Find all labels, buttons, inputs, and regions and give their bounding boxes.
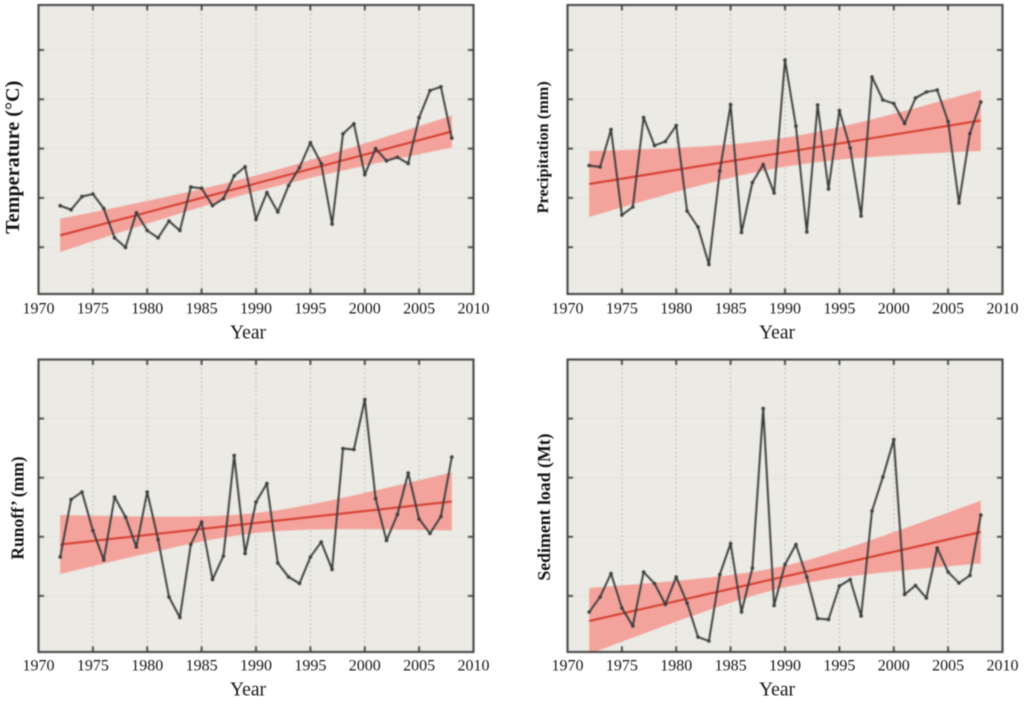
svg-text:2000: 2000: [349, 658, 381, 675]
svg-text:1995: 1995: [294, 658, 326, 675]
svg-text:1985: 1985: [715, 301, 747, 318]
svg-text:Sediment load (Mt): Sediment load (Mt): [534, 433, 555, 580]
svg-text:Temperature (°C): Temperature (°C): [2, 81, 24, 234]
svg-text:2010: 2010: [987, 301, 1019, 318]
svg-text:1990: 1990: [240, 658, 272, 675]
svg-text:1995: 1995: [823, 301, 855, 318]
svg-text:Runoff’ (mm): Runoff’ (mm): [8, 456, 28, 559]
svg-text:2005: 2005: [403, 658, 435, 675]
svg-text:1980: 1980: [660, 301, 692, 318]
svg-text:1980: 1980: [660, 658, 692, 675]
svg-text:2005: 2005: [932, 301, 964, 318]
svg-text:2000: 2000: [878, 658, 910, 675]
svg-text:1980: 1980: [131, 301, 163, 318]
svg-text:1995: 1995: [823, 658, 855, 675]
svg-text:1995: 1995: [294, 301, 326, 318]
svg-text:2000: 2000: [878, 301, 910, 318]
svg-text:1990: 1990: [769, 301, 801, 318]
svg-text:1985: 1985: [186, 658, 218, 675]
svg-text:1975: 1975: [77, 301, 109, 318]
svg-text:2000: 2000: [349, 301, 381, 318]
svg-text:1990: 1990: [769, 658, 801, 675]
svg-text:Precipitation (mm): Precipitation (mm): [533, 81, 552, 213]
svg-text:Year: Year: [230, 322, 266, 343]
svg-text:2010: 2010: [458, 301, 490, 318]
svg-text:2005: 2005: [932, 658, 964, 675]
svg-text:2010: 2010: [987, 658, 1019, 675]
svg-text:Year: Year: [759, 322, 795, 343]
svg-text:Year: Year: [759, 680, 795, 701]
svg-text:1975: 1975: [606, 301, 638, 318]
svg-text:1970: 1970: [552, 658, 584, 675]
svg-text:1970: 1970: [552, 301, 584, 318]
svg-text:1975: 1975: [606, 658, 638, 675]
svg-text:1985: 1985: [186, 301, 218, 318]
svg-text:Year: Year: [230, 680, 266, 701]
svg-text:1990: 1990: [240, 301, 272, 318]
svg-text:1975: 1975: [77, 658, 109, 675]
svg-text:1970: 1970: [23, 658, 55, 675]
svg-text:1980: 1980: [131, 658, 163, 675]
svg-text:1970: 1970: [23, 301, 55, 318]
svg-text:2010: 2010: [458, 658, 490, 675]
svg-text:2005: 2005: [403, 301, 435, 318]
svg-text:1985: 1985: [715, 658, 747, 675]
